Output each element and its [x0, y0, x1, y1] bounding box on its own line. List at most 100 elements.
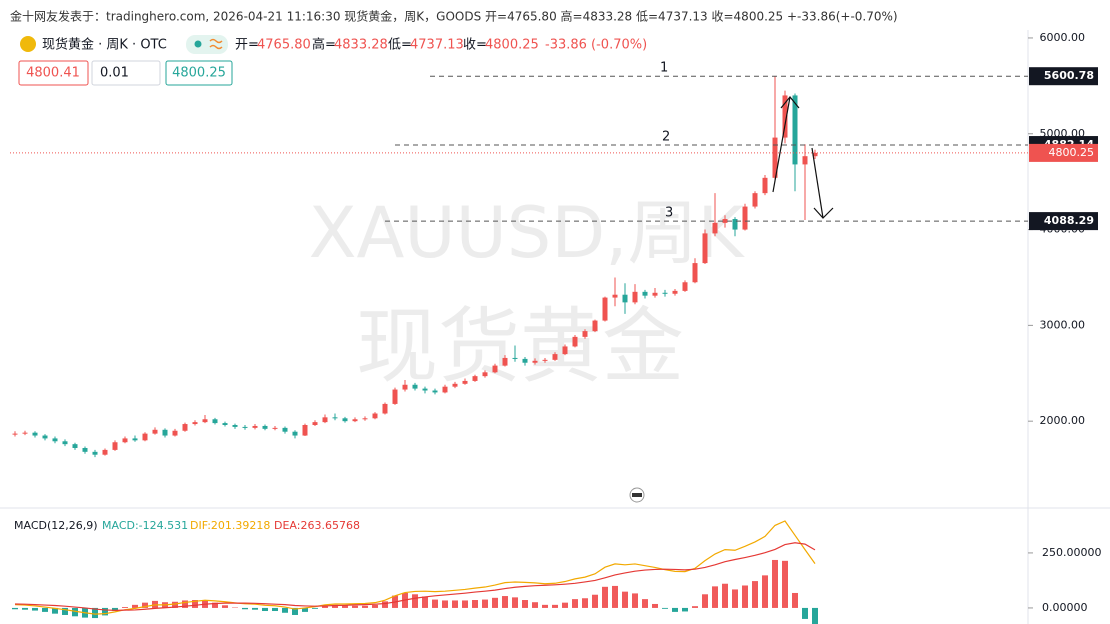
macd-bar: [592, 594, 598, 608]
macd-bar: [302, 607, 308, 612]
macd-bar: [272, 607, 278, 612]
macd-bar: [672, 607, 678, 612]
macd-bar: [632, 593, 638, 608]
y-tick-label: 6000.00: [1040, 31, 1086, 44]
macd-bar: [652, 603, 658, 608]
macd-bar: [532, 602, 538, 608]
macd-bar: [142, 602, 148, 608]
level-number: 3: [665, 206, 673, 221]
buy-price: 4800.25: [172, 66, 226, 81]
macd-bar: [182, 600, 188, 608]
macd-title: MACD(12,26,9): [14, 519, 98, 532]
price-pane: 2000.003000.004000.005000.006000.0015600…: [10, 31, 1098, 458]
macd-bar: [42, 607, 48, 612]
candle-body: [612, 294, 618, 298]
macd-bar: [492, 597, 498, 608]
candle-body: [672, 290, 678, 294]
macd-bar: [472, 600, 478, 608]
macd-bar: [682, 607, 688, 612]
candle-body: [82, 447, 88, 452]
macd-bar: [602, 586, 608, 608]
y-tick-label: 3000.00: [1040, 318, 1086, 331]
candle-body: [42, 435, 48, 439]
symbol: 现货黄金 · 周K · OTC: [42, 37, 167, 53]
collapse-icon: [632, 493, 642, 497]
macd-bar: [22, 607, 28, 610]
candle-body: [692, 263, 698, 283]
macd-bar: [432, 599, 438, 608]
sell-price: 4800.41: [26, 66, 80, 81]
macd-bar: [542, 604, 548, 608]
macd-bar: [242, 607, 248, 610]
candle-body: [712, 222, 718, 234]
macd-bar: [72, 607, 78, 617]
candle-body: [332, 417, 338, 419]
field-value: 4737.13: [410, 38, 464, 53]
quantity: 0.01: [100, 66, 129, 81]
candle-body: [92, 451, 98, 455]
candle-body: [272, 427, 278, 429]
macd-bar: [662, 607, 668, 609]
candle-body: [102, 449, 108, 455]
macd-bar: [32, 607, 38, 611]
macd-bar: [422, 596, 428, 608]
sell-button[interactable]: [18, 60, 89, 86]
macd-legend: MACD:-124.531: [102, 519, 188, 532]
candle-body: [702, 233, 708, 264]
candle-body: [122, 438, 128, 443]
candle-body: [782, 95, 788, 138]
candle-body: [552, 354, 558, 360]
macd-bar: [732, 589, 738, 608]
candle-body: [562, 346, 568, 355]
drawing-arrows: [772, 96, 834, 219]
macd-bar: [812, 607, 818, 624]
macd-bar: [642, 599, 648, 608]
macd-bar: [442, 600, 448, 608]
candle-body: [172, 430, 178, 436]
candle-body: [362, 418, 368, 420]
candle-body: [512, 357, 518, 359]
macd-bar: [52, 607, 58, 614]
candle-body: [52, 438, 58, 442]
price-tag: [1029, 67, 1098, 86]
macd-bar: [112, 607, 118, 612]
candle-body: [442, 386, 448, 393]
candle-body: [382, 403, 388, 414]
candle-body: [22, 432, 28, 434]
macd-bar: [312, 607, 318, 609]
buy-button[interactable]: [165, 60, 233, 86]
candle-body: [542, 359, 548, 361]
candle-body: [812, 152, 818, 157]
macd-bar: [322, 605, 328, 608]
candle-body: [752, 193, 758, 207]
macd-bar: [772, 559, 778, 608]
candle-body: [622, 294, 628, 303]
candle-body: [492, 365, 498, 373]
candle-body: [302, 425, 308, 436]
candle-body: [252, 425, 258, 428]
macd-bar: [262, 607, 268, 612]
candle-body: [32, 432, 38, 436]
macd-bar: [622, 591, 628, 608]
macd-bar: [192, 600, 198, 608]
status-dot: [194, 40, 202, 48]
macd-bar: [522, 600, 528, 608]
candle-body: [502, 357, 508, 366]
candle-body: [792, 95, 798, 165]
macd-bar: [352, 605, 358, 608]
candle-body: [402, 384, 408, 390]
quantity-input[interactable]: [91, 60, 161, 86]
candle-body: [72, 444, 78, 448]
macd-bar: [102, 607, 108, 616]
macd-bar: [332, 604, 338, 608]
field-value: 4833.28: [334, 38, 388, 53]
symbol-icon: [20, 36, 36, 52]
candle-body: [132, 438, 138, 441]
status-pill[interactable]: [186, 35, 228, 54]
macd-line: [14, 542, 816, 611]
field-label: 低=: [388, 38, 412, 53]
macd-bar: [612, 585, 618, 608]
macd-line: [14, 520, 816, 615]
candle-body: [642, 291, 648, 296]
macd-bar: [462, 600, 468, 608]
